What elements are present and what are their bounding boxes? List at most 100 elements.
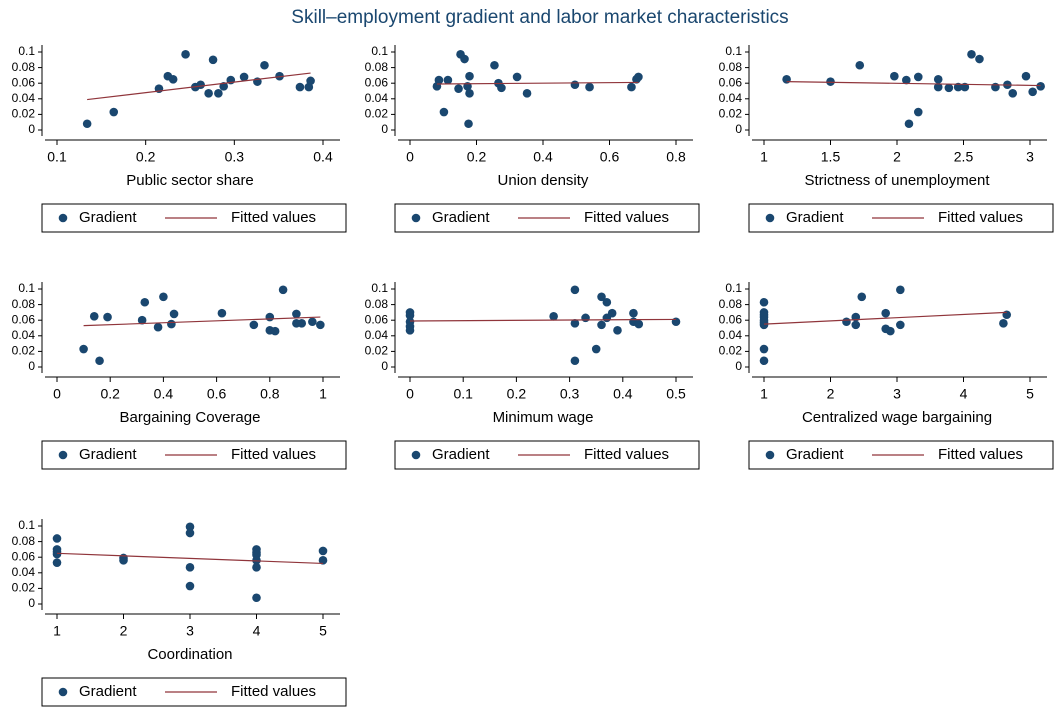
legend-label: Fitted values <box>231 446 316 463</box>
point <box>439 107 449 117</box>
point <box>119 556 128 565</box>
point <box>1036 82 1045 91</box>
point <box>265 312 275 322</box>
y-tick-label: 0.08 <box>365 297 389 311</box>
point <box>627 82 636 92</box>
point <box>857 292 867 302</box>
x-tick-label: 0.2 <box>136 149 156 165</box>
x-tick-label: 0.4 <box>533 149 553 165</box>
point <box>896 285 905 295</box>
y-tick-label: 0.08 <box>12 297 36 311</box>
y-tick-label: 0.1 <box>725 281 742 295</box>
point <box>460 54 469 64</box>
point <box>902 75 911 85</box>
legend-label: Fitted values <box>231 209 316 226</box>
x-axis-label: Public sector share <box>126 172 254 189</box>
y-tick-label: 0.08 <box>12 60 36 74</box>
x-tick-label: 0.2 <box>100 386 120 402</box>
point <box>881 308 890 318</box>
point <box>217 308 227 318</box>
point <box>851 320 861 330</box>
point <box>204 89 213 98</box>
y-tick-label: 0 <box>28 359 35 373</box>
x-tick-label: 0 <box>53 386 61 402</box>
y-tick-label: 0.04 <box>12 91 36 105</box>
point <box>490 60 499 70</box>
point <box>270 326 280 336</box>
point <box>52 549 62 559</box>
point <box>82 119 92 129</box>
y-tick-label: 0.06 <box>719 312 743 326</box>
y-tick-label: 0.1 <box>371 44 388 58</box>
x-tick-label: 0.1 <box>47 149 67 165</box>
point <box>109 107 119 117</box>
x-tick-label: 4 <box>253 623 261 639</box>
point <box>79 344 88 354</box>
y-tick-label: 0.02 <box>365 344 389 358</box>
point <box>1002 310 1012 320</box>
y-tick-label: 0.1 <box>725 44 742 58</box>
fitted-line <box>409 318 677 322</box>
point <box>278 285 288 295</box>
legend-dot <box>58 450 68 460</box>
point <box>181 50 190 59</box>
point <box>252 593 261 603</box>
x-tick-label: 0.8 <box>666 149 686 165</box>
point <box>585 82 594 92</box>
legend-label: Fitted values <box>584 446 669 463</box>
y-tick-label: 0.04 <box>365 91 389 105</box>
panel: 00.020.040.060.080.10 0.1 0.2 0.3 0.4 0.5Mini… <box>365 281 700 470</box>
legend-dot <box>765 450 775 460</box>
point <box>318 546 328 556</box>
x-axis-label: Union density <box>498 172 589 189</box>
y-tick-label: 0.02 <box>12 107 36 121</box>
point <box>634 319 644 329</box>
legend-dot <box>765 213 775 223</box>
x-tick-label: 1 <box>760 386 768 402</box>
y-tick-label: 0.1 <box>371 281 388 295</box>
fitted-line <box>56 552 324 565</box>
point <box>522 89 532 98</box>
x-tick-label: 5 <box>319 623 327 639</box>
point <box>944 83 954 93</box>
x-axis-label: Coordination <box>147 646 232 663</box>
x-tick-label: 5 <box>1026 386 1034 402</box>
point <box>826 77 835 86</box>
legend-label: Gradient <box>786 446 844 463</box>
point <box>297 319 307 328</box>
point <box>249 320 259 330</box>
y-tick-label: 0 <box>381 122 388 136</box>
point <box>671 317 681 327</box>
point <box>185 522 195 532</box>
point <box>52 558 62 567</box>
point <box>434 75 444 85</box>
x-axis-label: Minimum wage <box>493 409 594 426</box>
point <box>570 319 580 328</box>
legend-dot <box>411 450 421 460</box>
y-tick-label: 0.06 <box>12 312 36 326</box>
y-tick-label: 0.1 <box>18 518 35 532</box>
x-tick-label: 0.5 <box>666 386 686 402</box>
legend-label: Gradient <box>786 209 844 226</box>
y-tick-label: 0 <box>28 596 35 610</box>
legend-label: Fitted values <box>231 683 316 700</box>
y-tick-label: 0.08 <box>12 534 36 548</box>
y-tick-label: 0.06 <box>12 549 36 563</box>
x-tick-label: 0.2 <box>507 386 527 402</box>
point <box>602 297 612 307</box>
point <box>497 83 506 93</box>
point <box>318 556 328 565</box>
point <box>208 55 218 65</box>
point <box>913 72 923 82</box>
point <box>185 563 195 572</box>
fitted-line <box>83 316 321 327</box>
x-tick-label: 2 <box>893 149 901 165</box>
y-tick-label: 0.06 <box>365 312 389 326</box>
legend-box <box>394 203 700 233</box>
point <box>252 563 261 572</box>
x-tick-label: 3 <box>893 386 901 402</box>
x-tick-label: 0.6 <box>600 149 620 165</box>
panel: 00.02 0.04 0.060.08 0.1 0.1 0.2 0.3 0.4 Public s… <box>12 44 347 233</box>
x-tick-label: 2.5 <box>954 149 974 165</box>
point <box>405 326 415 335</box>
